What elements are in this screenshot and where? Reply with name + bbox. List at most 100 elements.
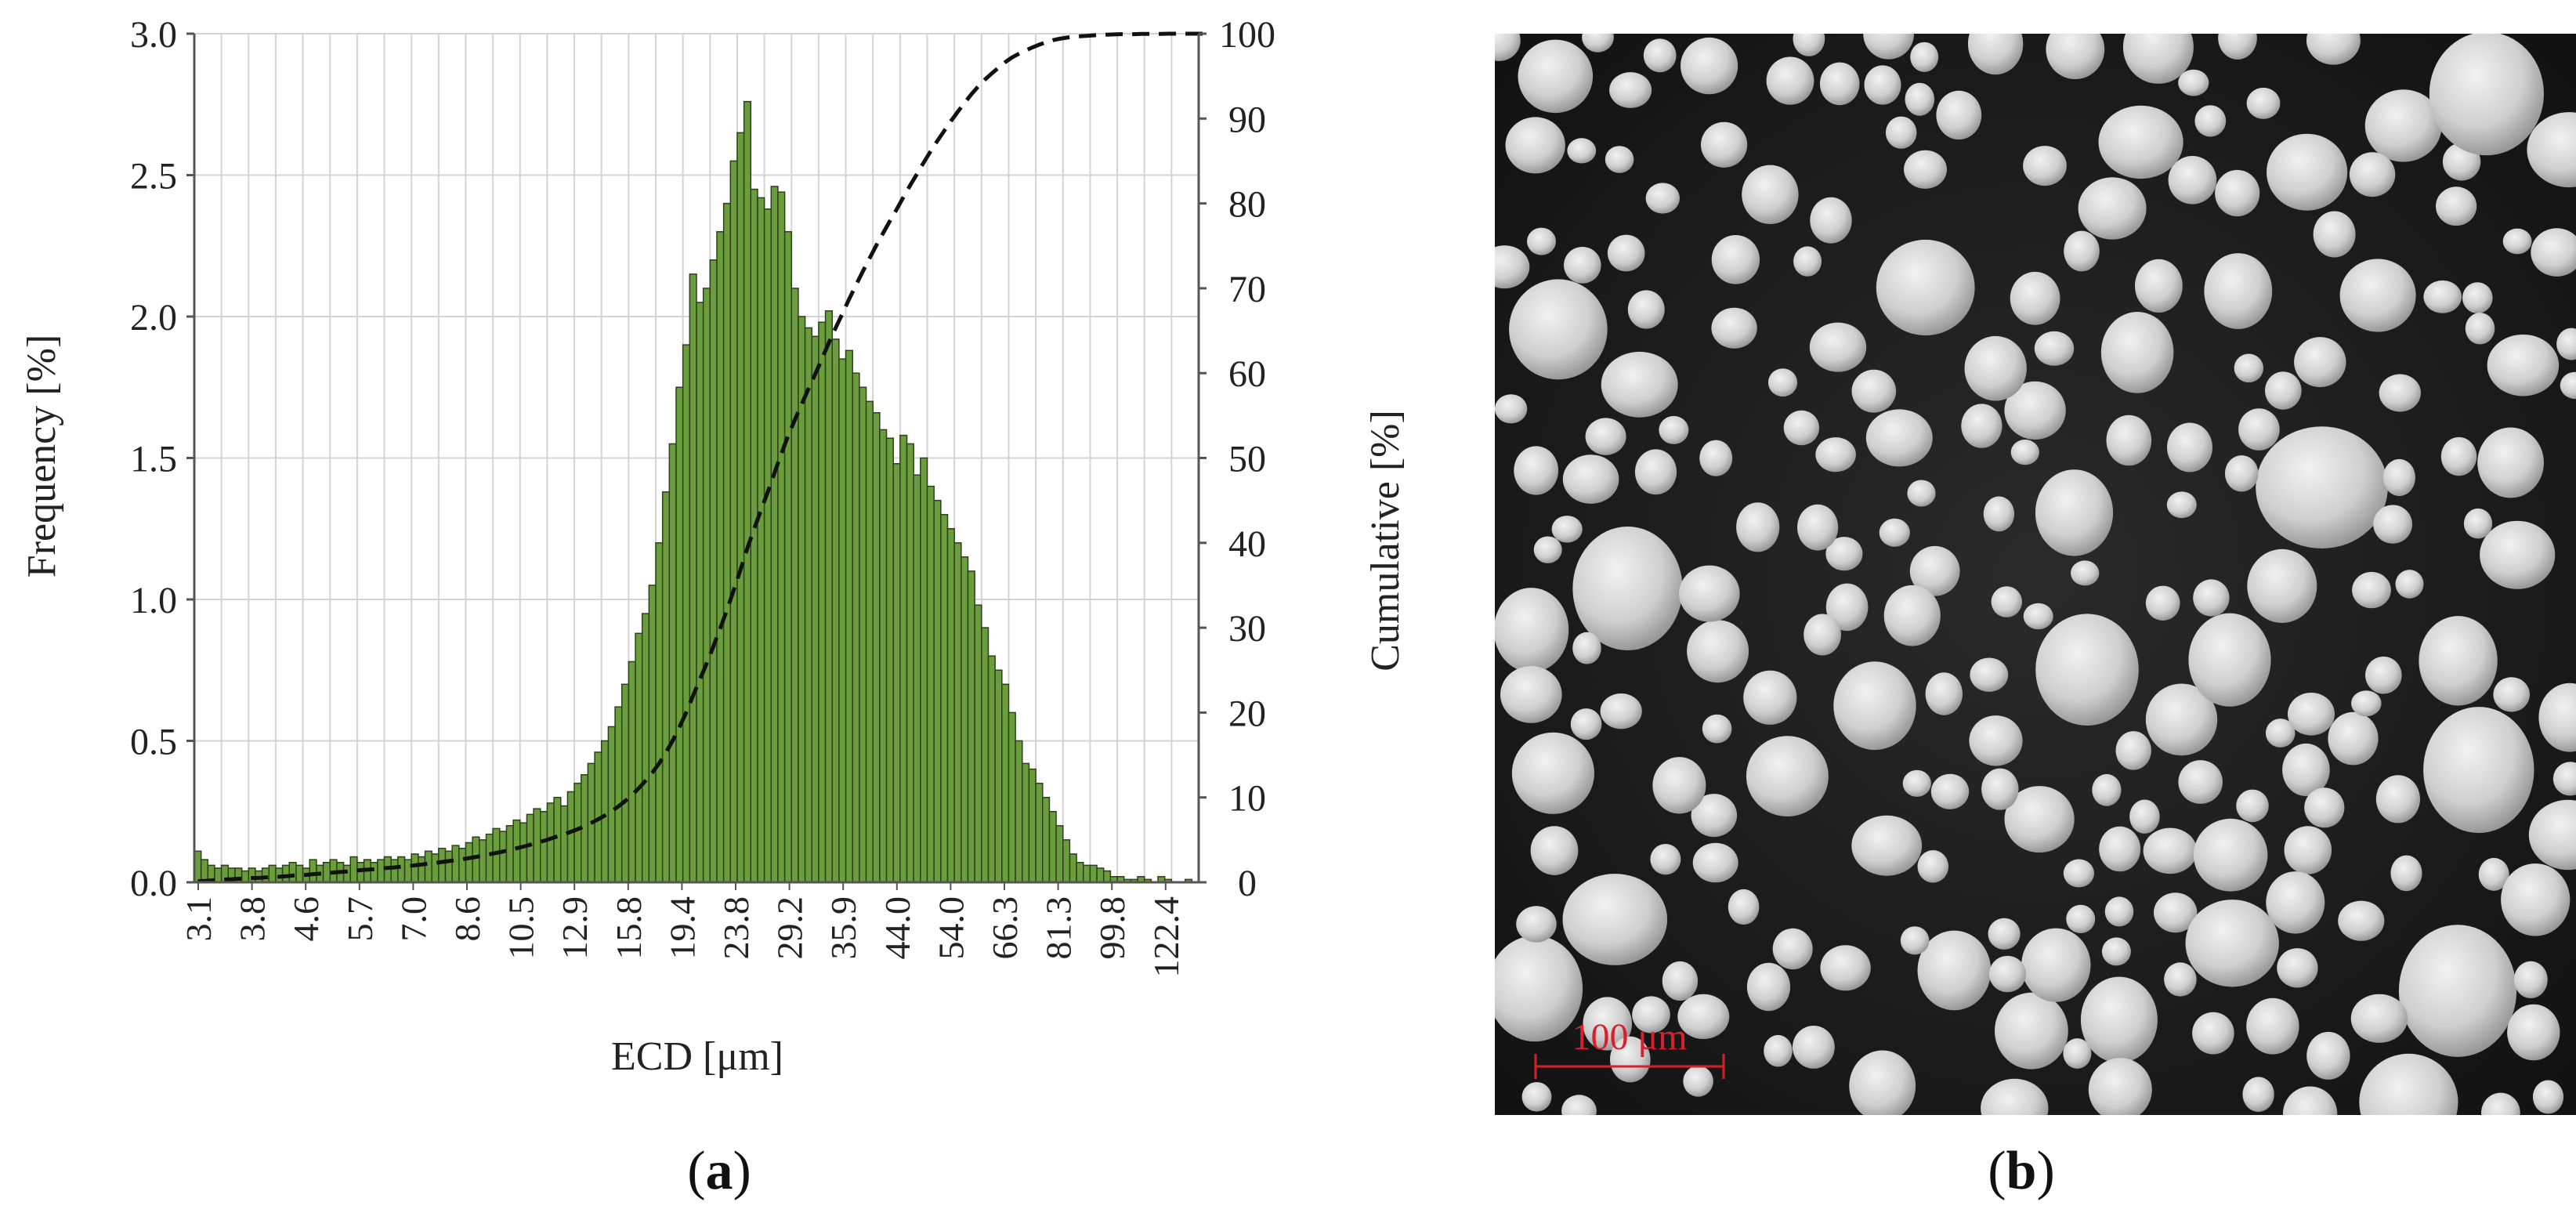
right-tick-label: 60 — [1228, 353, 1266, 395]
frequency-bar — [322, 861, 331, 883]
frequency-bar — [1062, 839, 1071, 883]
particle — [1632, 996, 1670, 1034]
frequency-bar — [418, 856, 426, 883]
particle — [1583, 997, 1632, 1051]
frequency-bar — [689, 273, 697, 883]
particle — [2185, 900, 2279, 987]
particle — [1885, 116, 1917, 149]
frequency-bar — [811, 335, 819, 883]
cumulative-line — [197, 31, 1207, 884]
left-tick-label: 2.0 — [130, 297, 177, 338]
x-tick-label: 44.0 — [877, 896, 917, 960]
histogram-chart: 0.0 0.5 1.0 1.5 2.0 2.5 3.0 0 10 20 30 40 50 60 70 80 9… — [20, 14, 1408, 1079]
frequency-bar — [791, 288, 799, 883]
particle — [2277, 948, 2318, 988]
particle — [1562, 454, 1619, 504]
particle — [2004, 381, 2066, 440]
right-tick-label: 80 — [1228, 184, 1266, 226]
particle — [1991, 586, 2022, 617]
particle — [2375, 775, 2420, 824]
frequency-bar — [620, 683, 630, 883]
frequency-bar — [546, 802, 555, 883]
particle — [1582, 34, 1614, 52]
frequency-bar — [743, 100, 752, 883]
frequency-bar — [783, 230, 793, 883]
particle — [1902, 769, 1931, 797]
frequency-bar — [804, 327, 813, 883]
frequency-bar — [499, 831, 508, 883]
particle — [2350, 994, 2408, 1043]
particle — [2294, 337, 2346, 388]
particle — [1825, 537, 1863, 571]
particle — [1743, 670, 1797, 725]
particle — [2066, 904, 2096, 933]
particle — [1495, 936, 1583, 1042]
particle — [2284, 826, 2332, 874]
particle — [1699, 440, 1733, 476]
frequency-bar — [1076, 861, 1084, 883]
x-tick-label: 3.8 — [233, 896, 273, 942]
particle — [1572, 527, 1683, 650]
particle — [2080, 976, 2158, 1063]
particle — [1981, 768, 2019, 810]
frequency-bar — [635, 632, 643, 883]
x-tick-label: 19.4 — [662, 896, 702, 960]
particle — [2288, 693, 2335, 736]
frequency-bar — [281, 864, 291, 883]
particle — [1746, 736, 1829, 816]
frequency-bar — [241, 870, 250, 883]
frequency-bar — [1001, 683, 1010, 883]
x-tick-label: 10.5 — [501, 896, 541, 960]
frequency-bar — [736, 132, 745, 883]
particle — [1551, 516, 1583, 543]
particle — [1728, 889, 1760, 925]
particle — [1988, 955, 2026, 993]
particle — [2306, 1031, 2350, 1080]
particle — [2266, 871, 2325, 934]
frequency-bar — [722, 202, 732, 883]
particle — [2463, 508, 2493, 539]
particle — [1930, 773, 1970, 809]
frequency-bar — [1102, 870, 1112, 883]
particle — [2390, 855, 2422, 892]
frequency-bar — [1082, 864, 1091, 883]
frequency-bar — [913, 474, 921, 883]
particle — [2193, 579, 2230, 617]
frequency-bar — [920, 457, 928, 883]
right-tick-label: 40 — [1228, 523, 1266, 565]
frequency-bar — [648, 585, 657, 883]
particle — [2382, 458, 2415, 497]
left-tick-label: 2.5 — [130, 156, 177, 197]
particle — [1851, 369, 1897, 413]
particle — [2100, 312, 2174, 393]
frequency-bar — [607, 726, 616, 883]
particle — [1562, 874, 1668, 965]
particle — [2167, 422, 2212, 472]
frequency-bar — [526, 813, 534, 883]
particle — [2168, 156, 2217, 205]
particle — [1679, 565, 1740, 622]
frequency-bar — [1015, 740, 1023, 883]
frequency-bar — [268, 864, 277, 883]
frequency-bar — [438, 847, 447, 883]
frequency-bar — [600, 740, 610, 883]
particle — [2502, 228, 2532, 255]
particle — [2339, 259, 2416, 332]
frequency-bar — [342, 864, 351, 883]
right-tick-label: 50 — [1228, 439, 1266, 480]
particle — [1687, 620, 1749, 683]
particle — [1815, 437, 1856, 472]
particle — [1609, 72, 1652, 108]
particle — [1833, 661, 1916, 751]
particle — [2364, 89, 2442, 162]
right-tick-label: 20 — [1228, 693, 1266, 734]
particle — [2507, 1004, 2560, 1061]
frequency-bar — [295, 864, 304, 883]
particle — [2164, 962, 2197, 997]
frequency-bar — [505, 825, 514, 883]
x-tick-label: 54.0 — [931, 896, 971, 960]
particle — [1900, 926, 1930, 955]
particle — [1746, 962, 1791, 1012]
particle — [1981, 1078, 2049, 1115]
frequency-bar — [872, 411, 881, 883]
